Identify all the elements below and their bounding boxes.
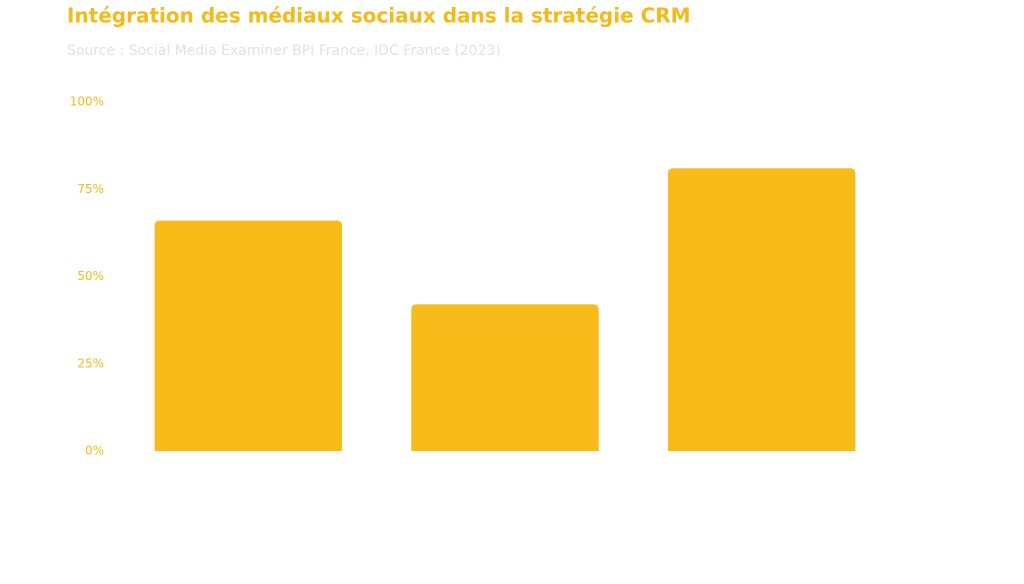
y-tick-label: 75% [77, 182, 104, 196]
y-tick-label: 0% [85, 444, 104, 458]
y-tick-label: 50% [77, 269, 104, 283]
y-tick-label: 25% [77, 356, 104, 370]
bar [154, 220, 343, 451]
bar [667, 168, 856, 451]
chart-subtitle: Source : Social Media Examiner BPI Franc… [67, 43, 501, 59]
chart-title: Intégration des médiaux sociaux dans la … [67, 4, 691, 28]
y-tick-label: 100% [70, 95, 104, 109]
bar [411, 304, 599, 451]
